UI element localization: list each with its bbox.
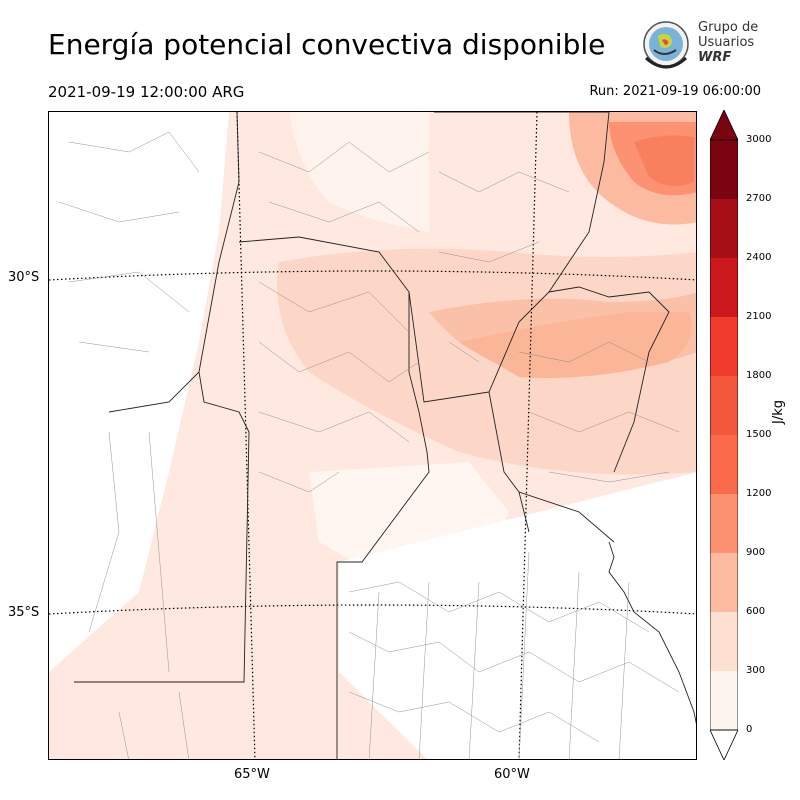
colorbar-segment [710, 258, 738, 317]
colorbar-segment [710, 553, 738, 612]
colorbar-tick-label: 1200 [746, 488, 772, 499]
wrf-logo: Grupo de Usuarios WRF [638, 18, 768, 74]
colorbar-tick-label: 900 [746, 547, 766, 558]
colorbar [710, 110, 738, 760]
colorbar-tick-label: 1800 [746, 370, 772, 381]
colorbar-tick-label: 2400 [746, 252, 772, 263]
colorbar-segment [710, 435, 738, 494]
colorbar-segment [710, 612, 738, 671]
map-title: Energía potencial convectiva disponible [48, 28, 606, 61]
lat-label-35: 35°S [8, 605, 40, 620]
wrf-globe-icon [643, 21, 689, 69]
colorbar-unit: J/kg [771, 400, 786, 424]
colorbar-segment [710, 494, 738, 553]
cape-field-map [49, 112, 696, 759]
colorbar-min-arrow [710, 729, 738, 760]
colorbar-tick-label: 0 [746, 724, 753, 735]
logo-line2: Usuarios [698, 35, 755, 50]
lon-label-60: 60°W [494, 767, 530, 782]
colorbar-tick-label: 2700 [746, 193, 772, 204]
colorbar-tick-label: 1500 [746, 429, 772, 440]
run-time: Run: 2021-09-19 06:00:00 [589, 84, 761, 99]
colorbar-tick-label: 2100 [746, 311, 772, 322]
colorbar-segment [710, 317, 738, 376]
colorbar-segment [710, 140, 738, 199]
lon-label-65: 65°W [234, 767, 270, 782]
coastline [608, 541, 696, 725]
logo-line3: WRF [698, 50, 732, 65]
colorbar-segment [710, 671, 738, 730]
colorbar-tick-label: 300 [746, 665, 766, 676]
cape-shading [49, 112, 696, 759]
colorbar-tick-label: 600 [746, 606, 766, 617]
graticule [49, 112, 696, 759]
lat-label-30: 30°S [8, 270, 40, 285]
province-boundaries [74, 112, 670, 759]
valid-time: 2021-09-19 12:00:00 ARG [48, 83, 245, 101]
colorbar-segment [710, 376, 738, 435]
colorbar-segment [710, 199, 738, 258]
logo-line1: Grupo de [698, 20, 759, 35]
map-panel[interactable] [48, 111, 697, 760]
colorbar-tick-label: 3000 [746, 134, 772, 145]
colorbar-max-arrow [710, 110, 738, 141]
department-boundaries [58, 131, 680, 759]
